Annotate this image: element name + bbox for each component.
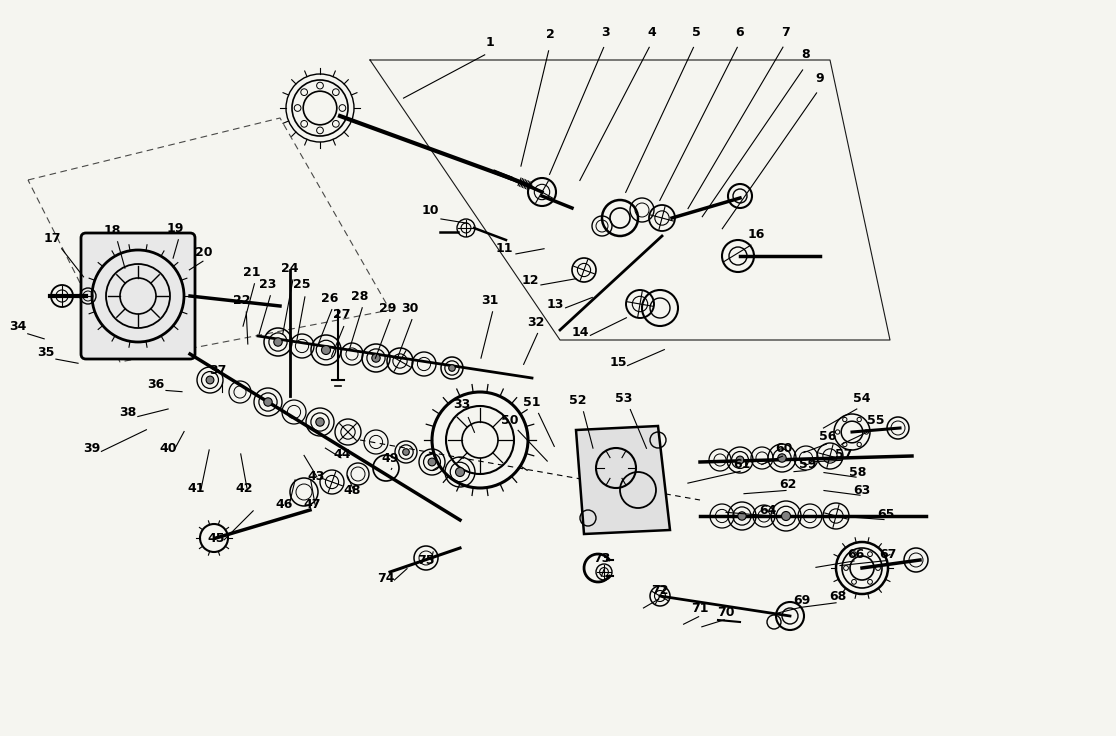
Text: 36: 36 [147, 378, 165, 391]
Text: 13: 13 [547, 299, 564, 311]
Text: 18: 18 [104, 224, 121, 236]
Text: 19: 19 [166, 222, 184, 235]
Text: 20: 20 [195, 246, 213, 258]
Circle shape [455, 467, 464, 476]
Circle shape [316, 418, 325, 426]
Text: 60: 60 [776, 442, 792, 455]
Text: 62: 62 [779, 478, 797, 490]
Text: 43: 43 [307, 470, 325, 483]
Text: 31: 31 [481, 294, 499, 306]
Text: 30: 30 [402, 302, 418, 314]
Text: 73: 73 [594, 551, 610, 565]
Text: 51: 51 [523, 395, 541, 408]
Text: 34: 34 [9, 319, 27, 333]
Text: 49: 49 [382, 451, 398, 464]
Text: 70: 70 [718, 606, 734, 618]
Text: 1: 1 [485, 35, 494, 49]
Text: 11: 11 [496, 241, 512, 255]
Text: 63: 63 [854, 484, 870, 497]
Text: 5: 5 [692, 26, 701, 38]
Text: 45: 45 [208, 531, 224, 545]
Text: 64: 64 [759, 503, 777, 517]
Text: 66: 66 [847, 548, 865, 561]
Text: 42: 42 [235, 481, 252, 495]
Text: 4: 4 [647, 26, 656, 38]
Text: 14: 14 [571, 325, 589, 339]
Text: 69: 69 [793, 593, 810, 606]
Text: 40: 40 [160, 442, 176, 455]
Text: 6: 6 [735, 26, 744, 38]
Text: 59: 59 [799, 458, 817, 470]
Text: 48: 48 [344, 484, 360, 497]
FancyBboxPatch shape [81, 233, 195, 359]
Circle shape [781, 512, 790, 520]
Text: 7: 7 [781, 26, 790, 38]
Text: 57: 57 [835, 447, 853, 461]
Text: 32: 32 [528, 316, 545, 328]
Text: 12: 12 [521, 274, 539, 286]
Text: 15: 15 [609, 355, 627, 369]
Text: 47: 47 [304, 498, 320, 511]
Text: 65: 65 [877, 508, 895, 520]
Circle shape [737, 456, 744, 464]
Text: 54: 54 [854, 392, 870, 405]
Circle shape [321, 345, 330, 355]
Circle shape [449, 365, 455, 371]
Text: 52: 52 [569, 394, 587, 406]
Text: 27: 27 [334, 308, 350, 322]
Text: 71: 71 [691, 601, 709, 615]
Text: 61: 61 [733, 458, 751, 470]
Circle shape [273, 338, 282, 346]
Text: 39: 39 [84, 442, 100, 455]
Text: 22: 22 [233, 294, 251, 306]
Text: 74: 74 [377, 571, 395, 584]
Text: 75: 75 [417, 553, 435, 567]
Text: 41: 41 [187, 481, 204, 495]
Text: 55: 55 [867, 414, 885, 426]
Text: 24: 24 [281, 261, 299, 275]
Text: 16: 16 [748, 228, 764, 241]
Text: 29: 29 [379, 302, 396, 314]
Text: 17: 17 [44, 232, 60, 244]
Circle shape [372, 354, 381, 362]
Text: 8: 8 [801, 49, 810, 62]
Text: 21: 21 [243, 266, 261, 278]
Text: 2: 2 [546, 29, 555, 41]
Text: 44: 44 [334, 448, 350, 461]
Text: 28: 28 [352, 289, 368, 302]
Text: 35: 35 [37, 345, 55, 358]
Text: 46: 46 [276, 498, 292, 511]
Circle shape [403, 449, 410, 456]
Text: 26: 26 [321, 291, 338, 305]
Text: 33: 33 [453, 398, 471, 411]
Text: 68: 68 [829, 590, 847, 603]
Text: 56: 56 [819, 430, 837, 442]
Polygon shape [576, 426, 670, 534]
Text: 3: 3 [602, 26, 610, 38]
Text: 53: 53 [615, 392, 633, 405]
Text: 37: 37 [210, 364, 227, 377]
Text: 23: 23 [259, 277, 277, 291]
Text: 58: 58 [849, 465, 867, 478]
Circle shape [738, 512, 747, 520]
Circle shape [429, 458, 436, 466]
Text: 10: 10 [421, 203, 439, 216]
Circle shape [206, 376, 214, 384]
Text: 67: 67 [879, 548, 896, 561]
Text: 72: 72 [652, 584, 668, 596]
Circle shape [263, 397, 272, 406]
Text: 50: 50 [501, 414, 519, 426]
Circle shape [778, 454, 786, 462]
Text: 25: 25 [294, 278, 310, 291]
Text: 9: 9 [816, 71, 825, 85]
Text: 38: 38 [119, 406, 136, 419]
